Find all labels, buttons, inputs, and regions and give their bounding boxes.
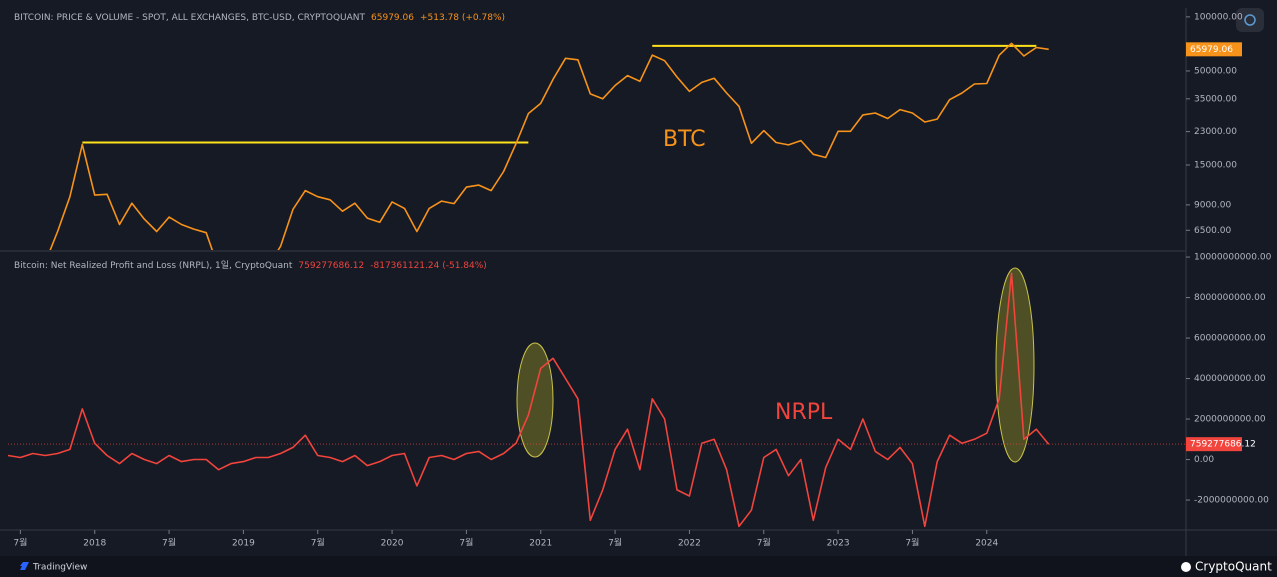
y-tick-label: 23000.00: [1194, 127, 1237, 137]
y-tick-label: 2000000000.00: [1194, 415, 1266, 425]
x-tick-label: 2019: [232, 539, 255, 549]
screenshot-button[interactable]: [1236, 8, 1264, 32]
x-tick-label: 2018: [83, 539, 106, 549]
y-tick-label: 15000.00: [1194, 160, 1237, 170]
pane-title: BITCOIN: PRICE & VOLUME - SPOT, ALL EXCH…: [14, 13, 366, 23]
highlight-ellipse: [995, 267, 1035, 463]
change: -817361121.24 (-51.84%): [370, 261, 487, 271]
footer-brand: CryptoQuant: [1195, 560, 1272, 574]
last-value: 759277686.12: [298, 261, 364, 271]
x-tick-label: 7월: [311, 537, 325, 549]
bottom-bar: [0, 556, 1277, 577]
y-tick-label: 8000000000.00: [1194, 293, 1266, 303]
x-tick-label: 2023: [827, 539, 850, 549]
annotation: NRPL: [775, 400, 833, 425]
plot: [49, 42, 1049, 250]
x-tick-label: 7월: [459, 537, 473, 549]
y-tick-label: 100000.00: [1194, 12, 1243, 22]
x-tick-label: 7월: [608, 537, 622, 549]
last-value-label: 759277686.12: [1190, 440, 1256, 450]
y-tick-label: 0.00: [1194, 455, 1214, 465]
y-tick-label: -2000000000.00: [1194, 496, 1269, 506]
screenshot-icon: [1244, 14, 1256, 26]
y-tick-label: 9000.00: [1194, 200, 1231, 210]
cryptoquant-logo: [1181, 562, 1191, 572]
last-value-badge: [1186, 42, 1242, 57]
x-tick-label: 7월: [757, 537, 771, 549]
x-tick-label: 2020: [381, 539, 404, 549]
x-tick-label: 2024: [975, 539, 998, 549]
change: +513.78 (+0.78%): [420, 13, 505, 23]
highlight-ellipse: [516, 342, 554, 458]
x-tick-label: 7월: [162, 537, 176, 549]
footer-brand: TradingView: [32, 563, 87, 573]
pane-header: Bitcoin: Net Realized Profit and Loss (N…: [14, 260, 487, 271]
x-tick-label: 7월: [905, 537, 919, 549]
y-tick-label: 50000.00: [1194, 66, 1237, 76]
x-tick-label: 7월: [13, 537, 27, 549]
pane-header: BITCOIN: PRICE & VOLUME - SPOT, ALL EXCH…: [14, 13, 505, 23]
last-value: 65979.06: [371, 13, 414, 23]
y-tick-label: 35000.00: [1194, 94, 1237, 104]
pane-title: Bitcoin: Net Realized Profit and Loss (N…: [14, 260, 293, 271]
tradingview-logo: [12, 562, 29, 570]
y-tick-label: 4000000000.00: [1194, 374, 1266, 384]
y-tick-label: 10000000000.00: [1194, 253, 1272, 263]
data-line: [49, 42, 1049, 250]
last-value-badge: [1186, 437, 1242, 452]
annotation: BTC: [663, 127, 706, 152]
x-tick-label: 2022: [678, 539, 701, 549]
y-tick-label: 6000000000.00: [1194, 334, 1266, 344]
data-line: [7, 272, 1050, 528]
x-tick-label: 2021: [529, 539, 552, 549]
plot: [7, 272, 1185, 528]
last-value-label: 65979.06: [1190, 45, 1233, 55]
y-tick-label: 6500.00: [1194, 226, 1231, 236]
